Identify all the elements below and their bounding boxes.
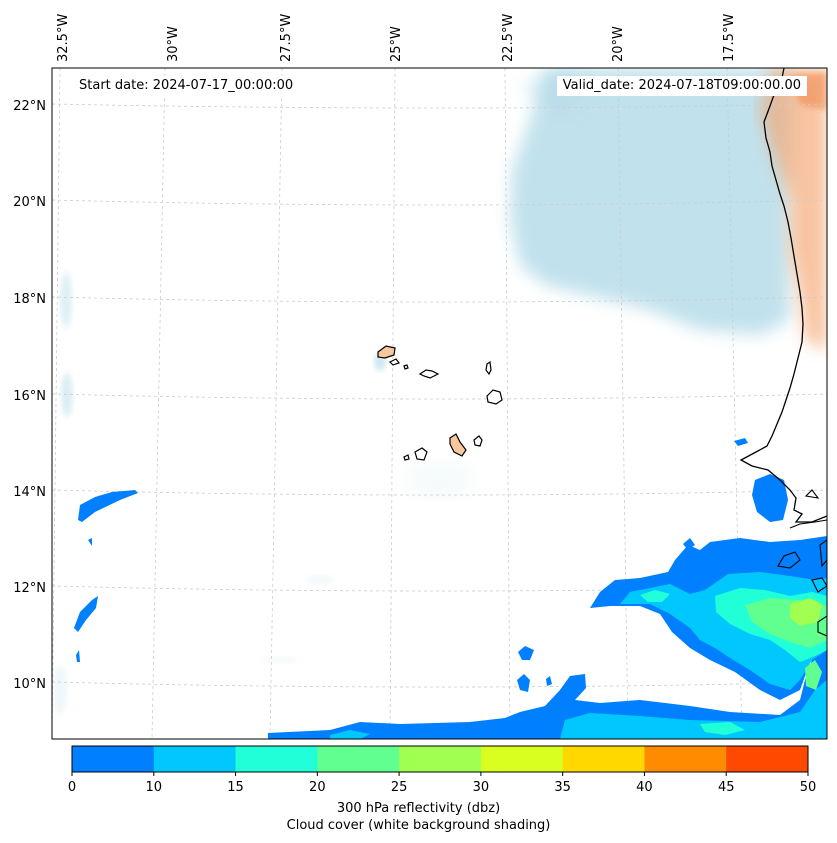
colorbar-subtitle: Cloud cover (white background shading) xyxy=(286,818,551,833)
colorbar-tick-label: 15 xyxy=(227,780,244,795)
colorbar-swatch xyxy=(235,746,318,772)
colorbar-swatch xyxy=(317,746,400,772)
lon-label: 22.5°W xyxy=(501,14,516,62)
colorbar-tick-label: 50 xyxy=(800,780,817,795)
lon-label: 30°W xyxy=(166,26,181,62)
colorbar-tick-label: 30 xyxy=(473,780,490,795)
lat-label: 12°N xyxy=(13,581,46,596)
latitude-labels: 22°N 20°N 18°N 16°N 14°N 12°N 10°N xyxy=(13,99,46,692)
island-brava xyxy=(403,454,410,461)
valid-date-label: Valid_date: 2024-07-18T09:00:00.00 xyxy=(556,76,807,96)
lon-label: 27.5°W xyxy=(279,14,294,62)
colorbar-tick-label: 10 xyxy=(146,780,163,795)
coastline-africa xyxy=(739,68,827,523)
start-date-label: Start date: 2024-07-17_00:00:00 xyxy=(73,76,300,96)
lon-label: 17.5°W xyxy=(722,14,737,62)
colorbar-swatch xyxy=(72,746,155,772)
colorbar-swatch xyxy=(153,746,237,772)
colorbar-swatch xyxy=(644,746,727,772)
colorbar-tick-label: 20 xyxy=(309,780,326,795)
coastline-south xyxy=(777,489,827,637)
island-boa-vista xyxy=(486,389,503,405)
island-sao-vicente xyxy=(388,358,400,366)
colorbar-tick-label: 40 xyxy=(636,780,653,795)
island-sal xyxy=(485,360,492,376)
lat-label: 16°N xyxy=(13,389,46,404)
island-santa-luzia xyxy=(403,364,409,370)
colorbar-tick-label: 0 xyxy=(68,780,76,795)
lat-label: 18°N xyxy=(13,292,46,307)
colorbar-border xyxy=(71,745,809,773)
coastline-gambia xyxy=(789,519,827,529)
colorbar-tick-label: 35 xyxy=(554,780,571,795)
colorbar-swatch xyxy=(480,746,564,772)
cloud-shading xyxy=(53,68,790,715)
colorbar-title: 300 hPa reflectivity (dbz) xyxy=(336,801,501,816)
gridlines xyxy=(52,68,827,739)
colorbar-tick-label: 25 xyxy=(391,780,408,795)
island-santo-antao xyxy=(377,345,396,359)
lat-label: 22°N xyxy=(13,99,46,114)
island-santiago xyxy=(449,433,467,457)
reflectivity-field xyxy=(74,438,827,739)
lon-label: 32.5°W xyxy=(56,14,71,62)
colorbar: 0 10 15 20 25 30 35 40 45 50 xyxy=(68,745,817,795)
longitude-labels: 32.5°W 30°W 27.5°W 25°W 22.5°W 20°W 17.5… xyxy=(56,14,737,62)
cape-verde-islands xyxy=(377,345,503,461)
lat-label: 20°N xyxy=(13,195,46,210)
lat-label: 14°N xyxy=(13,485,46,500)
colorbar-swatch xyxy=(726,746,809,772)
lon-label: 20°W xyxy=(611,26,626,62)
colorbar-tick-label: 45 xyxy=(718,780,735,795)
island-sao-nicolau xyxy=(418,369,440,379)
colorbar-swatch xyxy=(562,746,645,772)
lon-label: 25°W xyxy=(389,26,404,62)
island-fogo xyxy=(414,447,428,461)
lat-label: 10°N xyxy=(13,677,46,692)
colorbar-swatch xyxy=(399,746,482,772)
map-frame xyxy=(51,67,828,740)
island-maio xyxy=(473,435,483,447)
